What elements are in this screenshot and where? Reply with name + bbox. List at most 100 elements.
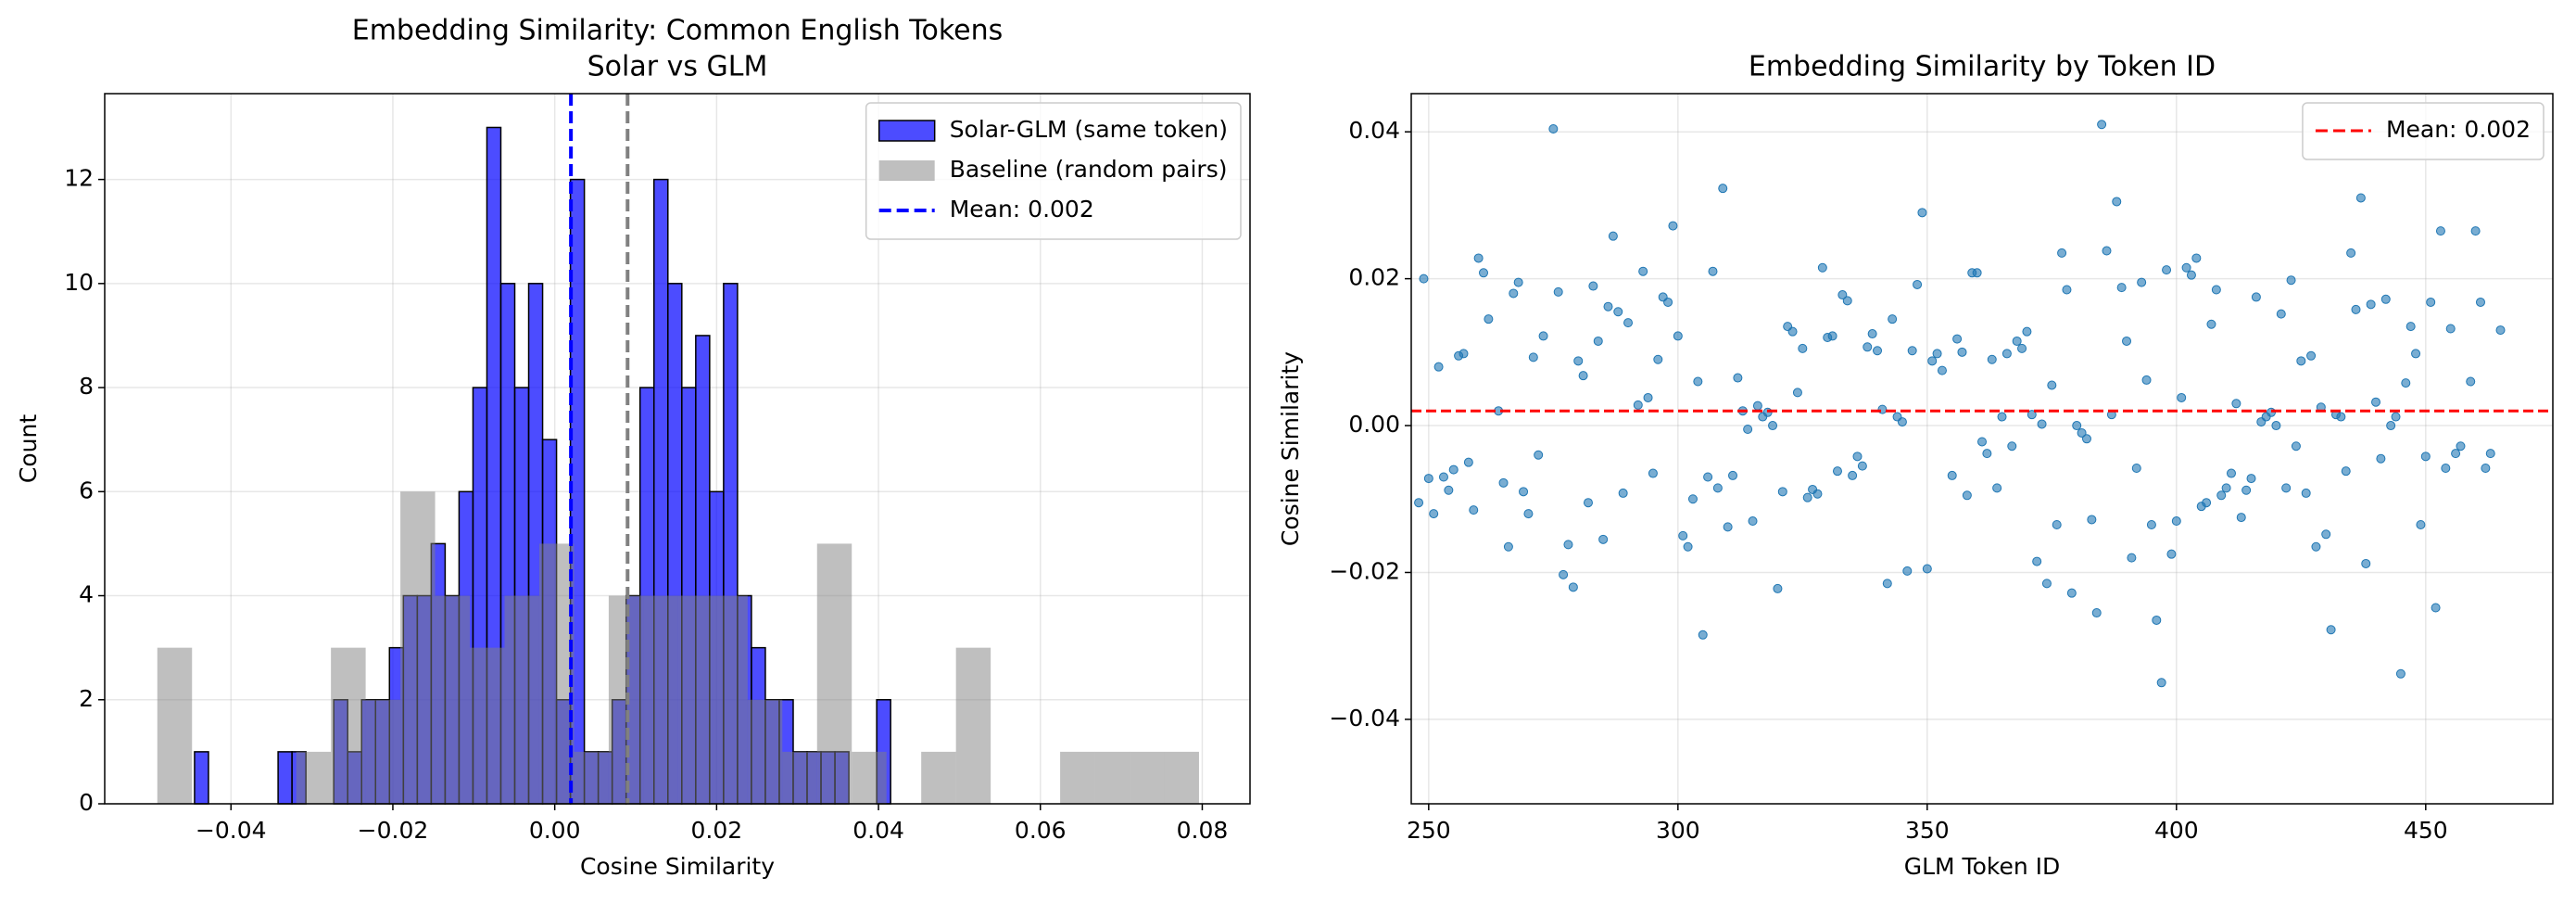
- legend-label: Mean: 0.002: [2386, 116, 2531, 143]
- scatter-point: [2226, 468, 2236, 478]
- scatter-point: [1812, 489, 1823, 499]
- y-tick-label: 0.02: [1348, 264, 1400, 291]
- scatter-point: [1429, 509, 1439, 519]
- scatter-point: [1519, 487, 1529, 497]
- scatter-point: [1712, 483, 1723, 493]
- scatter-point: [2416, 519, 2426, 529]
- scatter-point: [2062, 285, 2072, 295]
- x-tick-label: 0.06: [1015, 817, 1067, 844]
- scatter-point: [1653, 354, 1663, 364]
- bar: [782, 751, 817, 804]
- scatter-point: [1578, 371, 1588, 381]
- legend-label: Solar-GLM (same token): [950, 116, 1228, 143]
- bar: [713, 595, 748, 804]
- scatter-point: [1463, 457, 1473, 467]
- scatter-point: [1473, 253, 1484, 263]
- scatter-point: [1559, 569, 1569, 579]
- scatter-point: [2022, 326, 2032, 337]
- scatter-point: [2251, 292, 2261, 302]
- bar: [574, 751, 609, 804]
- scatter-point: [2202, 498, 2212, 508]
- scatter-point: [1583, 498, 1593, 508]
- scatter-point: [1448, 464, 1458, 475]
- scatter-point: [1498, 477, 1509, 488]
- scatter-point: [2286, 275, 2296, 286]
- axes-frame: [104, 93, 1251, 805]
- scatter-point: [2346, 248, 2356, 258]
- scatter-point: [2267, 407, 2277, 417]
- scatter-point: [1997, 412, 2007, 422]
- scatter-point: [2181, 262, 2191, 273]
- scatter-point: [2426, 297, 2436, 307]
- scatter-point: [1902, 566, 1913, 576]
- scatter-point: [1509, 288, 1519, 299]
- scatter-point: [1643, 392, 1653, 402]
- y-tick-label: 2: [79, 685, 94, 712]
- scatter-point: [2012, 336, 2022, 346]
- x-tick-label: 0.00: [529, 817, 581, 844]
- scatter-point: [1563, 540, 1573, 550]
- scatter-point: [1633, 400, 1643, 410]
- bar: [400, 491, 436, 804]
- y-tick-label: 10: [64, 269, 94, 296]
- scatter-point: [2401, 378, 2411, 388]
- scatter-point: [1458, 349, 1469, 359]
- legend-swatch: [878, 120, 936, 142]
- scatter-point: [2041, 579, 2052, 589]
- bar: [470, 647, 505, 804]
- y-tick-label: 0: [79, 789, 94, 816]
- scatter-point: [2236, 513, 2246, 523]
- scatter-point: [1623, 318, 1634, 328]
- scatter-point: [2072, 421, 2082, 431]
- scatter-point: [2485, 449, 2495, 459]
- scatter-point: [1752, 401, 1762, 411]
- scatter-point: [2017, 343, 2027, 353]
- y-tick-label: 0.00: [1348, 411, 1400, 438]
- scatter-point: [2376, 453, 2386, 464]
- bar: [955, 647, 991, 804]
- x-tick-label: −0.04: [196, 817, 267, 844]
- scatter-point: [1817, 262, 1827, 273]
- scatter-point: [2052, 519, 2062, 529]
- bar: [816, 543, 852, 804]
- scatter-point: [2435, 226, 2445, 236]
- scatter-point: [2116, 283, 2127, 293]
- bar: [921, 751, 956, 804]
- scatter-point: [1568, 582, 1578, 592]
- scatter-point: [2366, 299, 2376, 310]
- bar: [504, 595, 539, 804]
- x-tick-label: 450: [2404, 817, 2448, 844]
- scatter-point: [2146, 519, 2156, 529]
- scatter-point: [2001, 349, 2012, 359]
- scatter-point: [1484, 314, 1494, 324]
- scatter-point: [2112, 197, 2122, 207]
- scatter-point: [1832, 466, 1842, 477]
- x-tick-label: 0.04: [852, 817, 904, 844]
- bar: [1164, 751, 1199, 804]
- scatter-point: [1977, 437, 1987, 447]
- scatter-point: [2420, 452, 2431, 462]
- bar: [194, 751, 209, 805]
- bar: [1130, 751, 1165, 804]
- y-tick-label: 0.04: [1348, 117, 1400, 144]
- scatter-point: [2077, 427, 2087, 438]
- scatter-point: [1842, 296, 1852, 306]
- bar: [365, 699, 401, 804]
- scatter-point: [2441, 463, 2451, 473]
- legend: Solar-GLM (same token) Baseline (random p…: [865, 102, 1242, 240]
- scatter-point: [2007, 441, 2017, 452]
- scatter-point: [2380, 294, 2391, 304]
- scatter-point: [2152, 615, 2162, 625]
- scatter-point: [2097, 120, 2107, 130]
- scatter-point: [1573, 356, 1584, 366]
- legend-swatch: [878, 160, 935, 181]
- scatter-point: [1787, 326, 1798, 337]
- chart-title: Embedding Similarity: Common English Tok…: [352, 15, 1004, 47]
- bar: [677, 595, 713, 804]
- scatter-point: [2221, 483, 2231, 493]
- bar: [538, 543, 575, 804]
- scatter-point: [2087, 515, 2097, 525]
- y-tick-label: −0.02: [1329, 557, 1400, 584]
- x-tick-label: 0.08: [1177, 817, 1229, 844]
